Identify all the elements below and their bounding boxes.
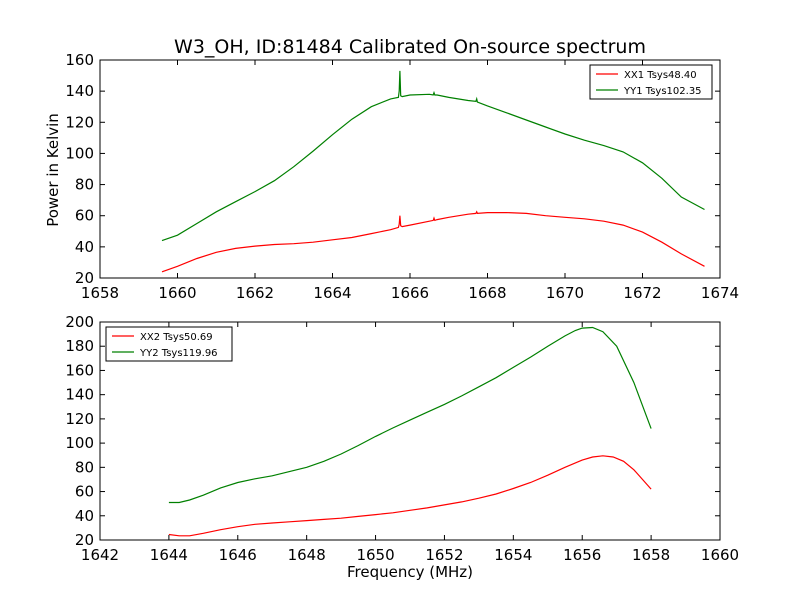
x-tick-label: 1652 (425, 546, 463, 564)
legend-label: XX1 Tsys48.40 (624, 70, 697, 81)
figure-title: W3_OH, ID:81484 Calibrated On-source spe… (174, 36, 646, 58)
legend-label: YY2 Tsys119.96 (139, 348, 218, 359)
y-tick-label: 140 (65, 82, 94, 100)
x-tick-label: 1666 (391, 284, 429, 302)
x-tick-label: 1656 (563, 546, 601, 564)
y-tick-label: 100 (65, 434, 94, 452)
legend-label: XX2 Tsys50.69 (140, 332, 213, 343)
x-tick-label: 1650 (356, 546, 394, 564)
x-axis-label: Frequency (MHz) (347, 563, 473, 581)
x-tick-label: 1658 (81, 284, 119, 302)
y-tick-label: 60 (75, 483, 94, 501)
y-tick-label: 80 (75, 458, 94, 476)
y-tick-label: 120 (65, 410, 94, 428)
x-tick-label: 1646 (219, 546, 257, 564)
x-tick-label: 1660 (158, 284, 196, 302)
legend: XX1 Tsys48.40 YY1 Tsys102.35 (589, 64, 713, 100)
y-tick-label: 200 (65, 313, 94, 331)
x-tick-label: 1674 (701, 284, 739, 302)
x-tick-label: 1642 (81, 546, 119, 564)
x-tick-label: 1644 (150, 546, 188, 564)
x-tick-label: 1658 (632, 546, 670, 564)
y-tick-label: 20 (75, 269, 94, 287)
y-tick-label: 40 (75, 238, 94, 256)
y-tick-label: 100 (65, 144, 94, 162)
y-tick-label: 60 (75, 207, 94, 225)
y-tick-label: 40 (75, 507, 94, 525)
x-tick-label: 1662 (236, 284, 274, 302)
legend-box (105, 326, 233, 362)
x-tick-label: 1672 (623, 284, 661, 302)
series-line-1 (168, 455, 652, 537)
x-tick-label: 1654 (494, 546, 532, 564)
x-tick-label: 1670 (546, 284, 584, 302)
y-tick-label: 180 (65, 337, 94, 355)
y-tick-label: 160 (65, 361, 94, 379)
y-axis-label: Power in Kelvin (44, 113, 62, 227)
x-tick-label: 1668 (468, 284, 506, 302)
y-tick-label: 160 (65, 51, 94, 69)
legend-box (589, 64, 713, 100)
series-line-2 (168, 326, 652, 504)
y-tick-label: 20 (75, 531, 94, 549)
y-tick-label: 80 (75, 176, 94, 194)
top-panel: 1658 1660 1662 1664 1666 1668 1670 1672 1674 20 40… (65, 51, 739, 302)
x-tick-label: 1648 (288, 546, 326, 564)
x-tick-label: 1660 (701, 546, 739, 564)
plot-frame (99, 321, 721, 541)
y-tick-label: 120 (65, 113, 94, 131)
series-line-2 (161, 70, 705, 242)
bottom-panel: 1642 1644 1646 1648 1650 1652 1654 1656 1658 1660… (65, 313, 739, 564)
series-line-1 (161, 210, 705, 273)
y-tick-label: 140 (65, 386, 94, 404)
legend-label: YY1 Tsys102.35 (623, 86, 702, 97)
x-tick-label: 1664 (313, 284, 351, 302)
legend: XX2 Tsys50.69 YY2 Tsys119.96 (105, 326, 233, 362)
